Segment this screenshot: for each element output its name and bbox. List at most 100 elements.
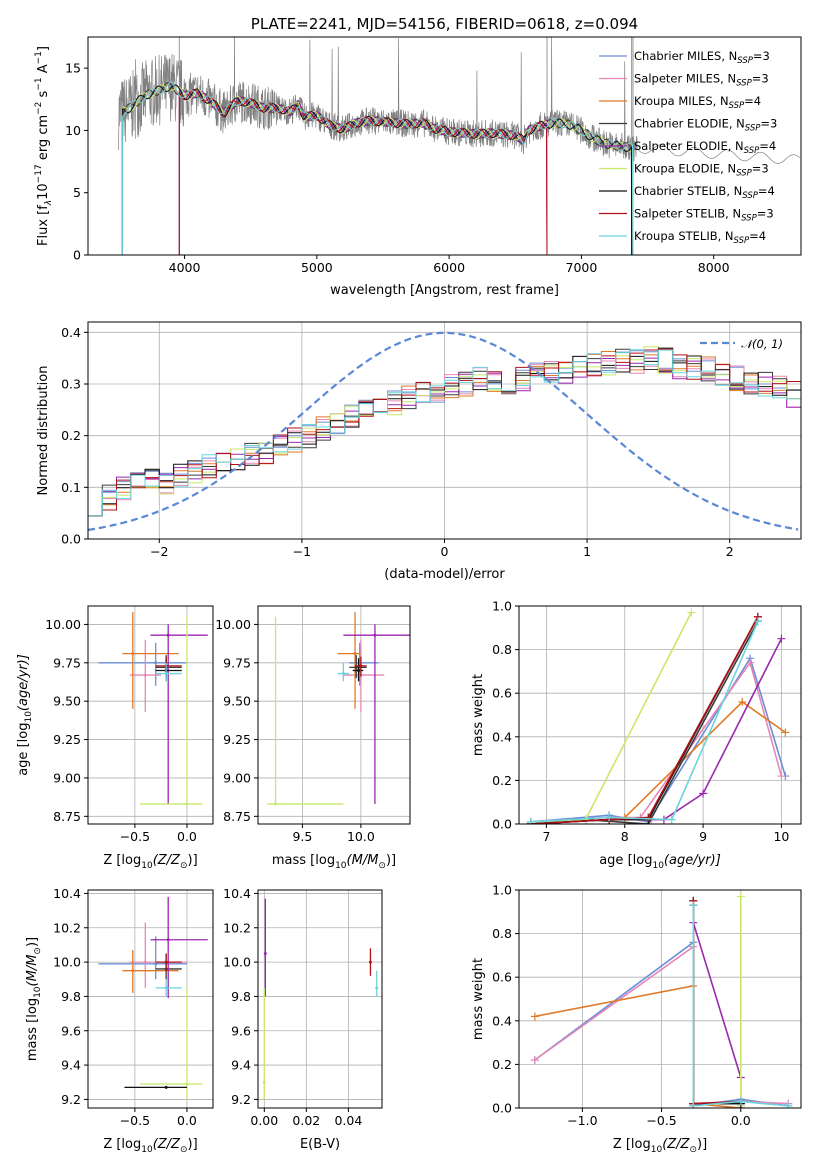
series-marker: [699, 789, 708, 798]
series-marker: [753, 617, 762, 626]
y-axis-label: Normed distribution: [36, 366, 51, 496]
residuals-chart: −2 −1 0 1 2 0.0 0.1 0.2 0.3 0.4 (data-model)/error…: [36, 321, 802, 582]
plot-area: [526, 608, 790, 824]
legend-label: Salpeter MILES, NSSP=3: [634, 72, 769, 89]
series-line: [530, 656, 787, 823]
data-point: [131, 652, 135, 656]
y-tick-label: 0.0: [492, 817, 512, 832]
x-axis-label: Z [log10(Z/Z⊙)]: [103, 853, 197, 871]
model-fit-line: [121, 84, 633, 255]
y-tick-label: 0.4: [492, 729, 512, 744]
residuals-legend: 𝒩(0, 1): [700, 337, 783, 351]
x-tick-label: 4000: [169, 260, 201, 275]
series-line: [530, 620, 759, 824]
series-marker: [736, 1097, 745, 1106]
data-point: [164, 672, 168, 676]
x-tick-label: −0.5: [646, 1113, 676, 1128]
series-marker: [644, 813, 653, 822]
y-tick-label: 10.0: [53, 955, 81, 970]
age-vs-Z-chart: −0.5 0.0 8.75 9.00 9.25 9.50 9.75 10.00 Z [log10…: [16, 605, 214, 871]
data-point: [164, 960, 168, 964]
mass-vs-Z-chart: −0.5 0.0 9.2 9.4 9.6 9.8 10.0 10.2 10.4 Z [log10(…: [25, 886, 214, 1155]
y-tick-label: 9.50: [53, 694, 81, 709]
plot-area: [267, 612, 410, 806]
data-point: [166, 938, 170, 942]
x-tick-label: 0.02: [292, 1113, 320, 1128]
series-marker: [781, 728, 790, 737]
normal-curve: [88, 331, 799, 531]
series-marker: [746, 658, 755, 667]
y-tick-label: 0.0: [492, 1101, 512, 1116]
data-point: [274, 802, 278, 806]
model-fit-line: [121, 80, 634, 255]
x-tick-label: −0.5: [120, 1113, 150, 1128]
axes-frame: [257, 889, 383, 1109]
legend-label: Salpeter STELIB, NSSP=3: [634, 207, 774, 224]
y-tick-label: 10: [65, 123, 81, 138]
y-tick-label: 9.75: [53, 655, 81, 670]
x-axis-label: mass [log10(M/M⊙)]: [272, 853, 396, 871]
data-point: [185, 1082, 189, 1086]
data-point: [131, 969, 135, 973]
y-tick-label: 9.2: [61, 1092, 81, 1107]
residuals-plot-area: [88, 331, 801, 531]
series-line: [534, 984, 741, 1108]
y-tick-label: 10.00: [215, 617, 251, 632]
series-marker: [687, 608, 696, 617]
y-tick-label: 0.4: [61, 325, 81, 340]
y-tick-label: 0.2: [492, 1057, 512, 1072]
x-axis-label: age [log10(age/yr)]: [599, 853, 721, 871]
residual-histogram: [88, 355, 801, 517]
chart-title: PLATE=2241, MJD=54156, FIBERID=0618, z=0…: [251, 15, 638, 33]
data-point: [357, 668, 361, 672]
x-tick-label: 8: [621, 829, 629, 844]
data-point: [353, 652, 357, 656]
age-vs-mass-chart: 9.5 10.0 8.75 9.00 9.25 9.50 9.75 10.00 mass [lo…: [215, 605, 411, 871]
y-tick-label: 9.4: [61, 1058, 81, 1073]
x-tick-label: 7: [542, 829, 550, 844]
series-line: [530, 620, 759, 823]
data-point: [185, 802, 189, 806]
data-point: [166, 633, 170, 637]
y-tick-label: 0.4: [492, 1013, 512, 1028]
y-axis-label: age [log10(age/yr)]: [16, 654, 34, 776]
x-tick-label: 0.0: [177, 1113, 197, 1128]
model-fit-line: [121, 83, 633, 255]
y-axis-label: mass [log10(M/M⊙)]: [25, 937, 43, 1061]
legend-label: Chabrier MILES, NSSP=3: [634, 49, 770, 66]
axes-frame: [87, 36, 802, 256]
data-point: [164, 986, 168, 990]
series-marker: [777, 634, 786, 643]
legend-label: 𝒩(0, 1): [741, 337, 783, 351]
data-point: [154, 661, 158, 665]
mass-weight-vs-Z-chart: −1.0 −0.5 0.0 0.0 0.2 0.4 0.6 0.8 1.0 Z [log10(Z/…: [471, 883, 802, 1155]
y-tick-label: 0.8: [492, 642, 512, 657]
y-tick-label: 15: [65, 61, 81, 76]
plot-area: [98, 612, 208, 806]
y-tick-label: 10.2: [223, 920, 251, 935]
y-tick-label: 0.3: [61, 377, 81, 392]
y-tick-label: 9.00: [53, 770, 81, 785]
data-point: [375, 986, 379, 990]
residual-histogram: [88, 348, 801, 517]
series-marker: [738, 697, 747, 706]
y-tick-label: 0.8: [492, 926, 512, 941]
series-marker: [530, 1056, 539, 1065]
series-marker: [736, 892, 745, 901]
x-tick-label: 7000: [566, 260, 598, 275]
x-tick-label: 0.04: [334, 1113, 362, 1128]
series-marker: [526, 817, 535, 824]
series-marker: [530, 1012, 539, 1021]
legend-label: Kroupa ELODIE, NSSP=3: [634, 162, 769, 179]
y-tick-label: 9.75: [223, 655, 251, 670]
y-axis-label: mass weight: [471, 674, 486, 756]
y-tick-label: 9.25: [223, 732, 251, 747]
legend-label: Kroupa MILES, NSSP=4: [634, 94, 761, 111]
data-point: [368, 960, 372, 964]
x-tick-label: 1: [583, 544, 591, 559]
x-axis-label: (data-model)/error: [384, 567, 505, 582]
y-tick-label: 9.8: [61, 989, 81, 1004]
y-tick-label: 0.0: [61, 532, 81, 547]
spectrum-chart: 4000 5000 6000 7000 8000 0 5 10 15 PLATE=2241, MJ…: [34, 15, 802, 298]
